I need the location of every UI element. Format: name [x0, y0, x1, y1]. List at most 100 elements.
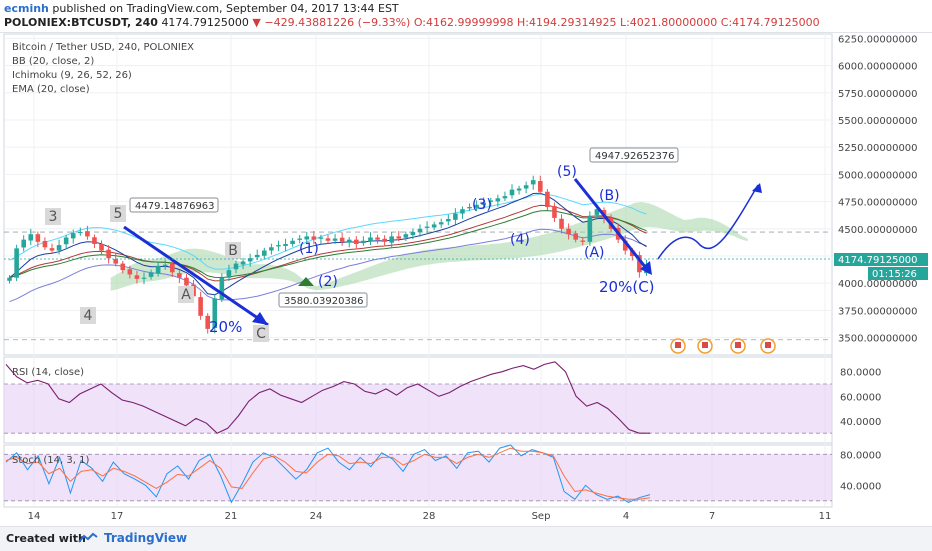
time-tick-label: Sep: [532, 511, 551, 522]
candle-body: [205, 315, 210, 329]
wave-b-label-box: [225, 242, 241, 259]
candle-body: [545, 191, 550, 208]
candle-body: [28, 234, 34, 241]
candle-body: [346, 239, 352, 243]
arrowhead-icon: [752, 183, 762, 193]
candle-body: [630, 250, 635, 256]
publish-line: ecminh published on TradingView.com, Sep…: [4, 2, 399, 15]
candle-body: [14, 248, 19, 278]
price-panel: [3, 33, 833, 356]
publish-header: ecminh published on TradingView.com, Sep…: [0, 0, 932, 33]
candle-body: [85, 231, 90, 237]
event-flag-mark: [765, 342, 771, 348]
wave-3-label-box: [45, 208, 61, 225]
wave-4-label: 4: [84, 308, 93, 324]
stoch-line-d: [5, 447, 651, 500]
candle-body: [7, 277, 12, 281]
arrowhead-icon: [252, 312, 268, 325]
candle-body: [276, 245, 281, 247]
candle-body: [283, 244, 288, 246]
candle-body: [262, 250, 267, 256]
candle-body: [56, 245, 62, 251]
last-price-tag-text: 4174.79125000: [838, 255, 918, 266]
ema-line: [9, 204, 647, 282]
candle-body: [502, 196, 508, 199]
candle-body: [637, 255, 642, 273]
price-change: ▼ −429.43881226 (−9.33%): [252, 16, 411, 29]
price-tick-label: 6000.00000000: [838, 62, 918, 73]
candle-body: [417, 228, 423, 233]
time-tick-label: 21: [225, 511, 238, 522]
candle-body: [63, 237, 69, 245]
candle-body: [21, 239, 26, 248]
stoch-tick-label: 80.0000: [840, 450, 881, 461]
candle-body: [254, 254, 260, 258]
candle-body: [240, 261, 246, 265]
wave-5-label-box: [110, 205, 126, 222]
candle-body: [219, 277, 225, 300]
candle-body: [78, 232, 83, 234]
chart-canvas[interactable]: 3500.00000000 3750.00000000 4000.00000000 4…: [0, 33, 932, 525]
legend-ichimoku: Ichimoku (9, 26, 52, 26): [12, 70, 132, 81]
candle-body: [580, 240, 586, 242]
candle-body: [424, 226, 430, 228]
candle-body: [403, 234, 409, 238]
candle-body: [389, 236, 394, 243]
candle-body: [354, 239, 359, 245]
candle-body: [325, 238, 331, 241]
candle-body: [106, 249, 111, 259]
legend-bb: BB (20, close, 2): [12, 56, 94, 67]
candle-body: [304, 236, 310, 240]
arrowhead-icon: [640, 261, 652, 275]
rsi-tick-label: 60.0000: [840, 392, 881, 403]
high-value: H:4194.29314925: [516, 16, 617, 29]
wave-c-label-box: [253, 325, 269, 342]
candle-body: [198, 297, 203, 316]
countdown-text: 01:15:26: [872, 269, 917, 280]
callout-4479-box: [129, 197, 219, 213]
candle-body: [559, 218, 564, 229]
candle-body: [446, 218, 451, 222]
candle-body: [460, 209, 465, 214]
callout-4947-box: [589, 147, 679, 163]
author-link[interactable]: ecminh: [4, 2, 49, 15]
event-flag-mark: [675, 342, 681, 348]
candle-body: [177, 273, 182, 278]
price-tick-label: 5000.00000000: [838, 170, 918, 181]
wave-4-paren-label: (4): [510, 232, 530, 248]
candle-body: [134, 275, 140, 279]
callout-4479: 4479.14876963: [135, 201, 215, 212]
wave-a-label: A: [181, 287, 191, 303]
time-tick-label: 7: [709, 511, 715, 522]
legend-ema: EMA (20, close): [12, 84, 90, 95]
wave-4-label-box: [80, 307, 96, 324]
close-value: C:4174.79125000: [720, 16, 820, 29]
candle-body: [226, 270, 232, 278]
wave-5-label: 5: [114, 206, 123, 222]
candle-body: [566, 228, 571, 235]
quote-line: POLONIEX:BTCUSDT, 240 4174.79125000 ▼ −4…: [4, 16, 820, 29]
tradingview-link[interactable]: TradingView: [104, 531, 188, 545]
wave-2-label: (2): [318, 274, 338, 290]
price-tick-label: 6250.00000000: [838, 34, 918, 45]
candle-body: [332, 238, 338, 241]
wave-a-label-box: [178, 286, 194, 303]
candle-body: [523, 185, 529, 189]
price-tick-label: 4750.00000000: [838, 198, 918, 209]
candle-body: [622, 240, 628, 251]
drop-percent-c-label: 20%(C): [599, 278, 655, 296]
candle-body: [431, 224, 437, 228]
buy-signal-icon: [298, 277, 314, 286]
candle-body: [184, 277, 189, 286]
candle-body: [396, 236, 402, 239]
candle-body: [49, 248, 55, 251]
candle-body: [552, 206, 557, 218]
chart-area[interactable]: 3500.00000000 3750.00000000 4000.00000000 4…: [0, 33, 932, 525]
candle-body: [212, 298, 218, 329]
candle-body: [530, 180, 536, 185]
wave-3-paren-label: (3): [472, 197, 492, 213]
time-tick-label: 11: [819, 511, 832, 522]
candle-body: [170, 263, 175, 273]
wave-c-arrow: [123, 225, 269, 327]
callout-3580-box: [278, 292, 368, 308]
